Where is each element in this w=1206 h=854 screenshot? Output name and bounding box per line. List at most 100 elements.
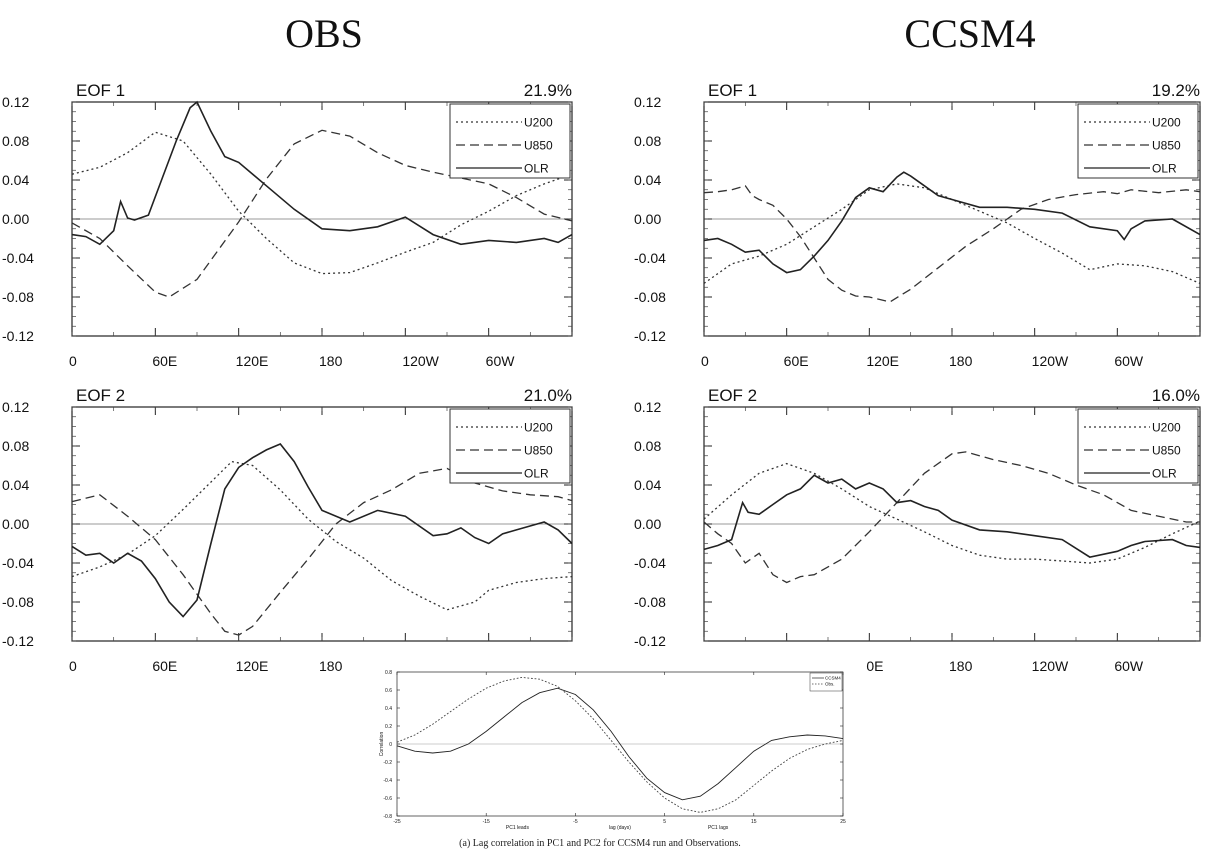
- series-line-u850: [703, 451, 1200, 584]
- legend-entry: CCSM4: [825, 676, 841, 681]
- y-tick-label: 0.04: [2, 172, 29, 188]
- y-tick-label: -0.12: [2, 633, 34, 649]
- series-line-ccsm4: [396, 687, 844, 801]
- legend-entry: U850: [1152, 444, 1181, 458]
- y-tick-label: -0.04: [634, 250, 666, 266]
- x-tick-label: 60W: [486, 353, 516, 369]
- plot-frame: [71, 406, 573, 642]
- x-tick-label: 0E: [866, 658, 883, 674]
- y-tick-label: 0.00: [2, 516, 29, 532]
- y-tick-label: -0.8: [383, 814, 392, 820]
- y-tick-label: -0.12: [634, 328, 666, 344]
- x-tick-label: 60W: [1114, 658, 1144, 674]
- y-tick-label: 0: [389, 742, 392, 748]
- x-tick-label: 180: [319, 353, 343, 369]
- ccsm4-column-title: CCSM4: [904, 11, 1036, 56]
- series-line-olr: [703, 171, 1201, 274]
- x-sub-label: PC1 lags: [708, 825, 729, 831]
- x-tick-label: 120E: [236, 658, 269, 674]
- x-tick-label: 120W: [402, 353, 439, 369]
- plot-frame: [703, 406, 1201, 642]
- x-sub-label: PC1 leads: [506, 825, 530, 831]
- y-tick-label: -0.04: [2, 250, 34, 266]
- y-axis-label: Correlation: [379, 732, 385, 757]
- panel-label: EOF 1: [708, 81, 757, 100]
- series-line-u200: [703, 462, 1201, 564]
- series-line-u200: [71, 460, 573, 611]
- legend-box: [449, 103, 571, 179]
- y-tick-label: 0.08: [2, 438, 29, 454]
- y-tick-label: -0.04: [2, 555, 34, 571]
- series-line-olr: [703, 474, 1201, 558]
- legend-box: [449, 408, 571, 484]
- y-tick-label: 0.00: [634, 516, 661, 532]
- legend-box: [809, 672, 843, 692]
- legend-entry: OLR: [1152, 467, 1177, 481]
- x-tick-label: 120W: [1032, 658, 1069, 674]
- series-line-u200: [703, 183, 1201, 284]
- x-tick-label: 120W: [1032, 353, 1069, 369]
- x-tick-label: 60E: [152, 353, 177, 369]
- x-tick-label: 60E: [784, 353, 809, 369]
- series-line-obs: [396, 676, 844, 813]
- series-line-u850: [71, 129, 573, 298]
- legend-entry: Obs.: [825, 682, 835, 687]
- y-tick-label: 0.08: [2, 133, 29, 149]
- variance-label: 19.2%: [1152, 81, 1200, 100]
- series-line-u850: [703, 185, 1201, 303]
- plot-frame: [703, 101, 1201, 337]
- legend-entry: U200: [524, 421, 553, 435]
- y-tick-label: 0.04: [634, 172, 661, 188]
- y-tick-label: 0.00: [634, 211, 661, 227]
- y-tick-label: 0.12: [634, 399, 661, 415]
- legend-entry: U200: [1152, 116, 1181, 130]
- x-tick-label: 60W: [1114, 353, 1144, 369]
- x-tick-label: 120E: [236, 353, 269, 369]
- x-tick-label: 25: [840, 819, 846, 825]
- x-tick-label: -15: [483, 819, 490, 825]
- x-tick-label: 60E: [152, 658, 177, 674]
- x-tick-label: 0: [69, 658, 77, 674]
- legend-entry: U850: [1152, 139, 1181, 153]
- y-tick-label: -0.2: [383, 760, 392, 766]
- y-tick-label: -0.04: [634, 555, 666, 571]
- y-tick-label: -0.08: [634, 289, 666, 305]
- legend-entry: U200: [524, 116, 553, 130]
- y-tick-label: 0.12: [2, 399, 29, 415]
- legend-box: [1077, 408, 1199, 484]
- x-tick-label: 15: [751, 819, 757, 825]
- variance-label: 21.9%: [524, 81, 572, 100]
- x-tick-label: 0: [69, 353, 77, 369]
- series-line-u850: [71, 467, 573, 636]
- panel-label: EOF 2: [708, 386, 757, 405]
- x-tick-label: 180: [949, 658, 973, 674]
- y-tick-label: -0.12: [2, 328, 34, 344]
- legend-entry: U200: [1152, 421, 1181, 435]
- plot-frame: [71, 101, 573, 337]
- legend-entry: OLR: [524, 467, 549, 481]
- plot-frame: [396, 671, 844, 817]
- legend-entry: U850: [524, 444, 553, 458]
- y-tick-label: 0.4: [385, 706, 392, 712]
- series-line-olr: [71, 100, 573, 246]
- y-tick-label: 0.6: [385, 688, 392, 694]
- y-tick-label: -0.08: [634, 594, 666, 610]
- y-tick-label: 0.04: [2, 477, 29, 493]
- y-tick-label: 0.00: [2, 211, 29, 227]
- legend-entry: OLR: [524, 162, 549, 176]
- y-tick-label: -0.6: [383, 796, 392, 802]
- legend-box: [1077, 103, 1199, 179]
- y-tick-label: -0.08: [2, 594, 34, 610]
- x-tick-label: 180: [949, 353, 973, 369]
- legend-entry: U850: [524, 139, 553, 153]
- series-line-u200: [71, 131, 573, 275]
- y-tick-label: 0.2: [385, 724, 392, 730]
- y-tick-label: 0.8: [385, 670, 392, 676]
- series-line-olr: [71, 443, 573, 618]
- x-tick-label: -5: [573, 819, 578, 825]
- x-tick-label: 0: [701, 353, 709, 369]
